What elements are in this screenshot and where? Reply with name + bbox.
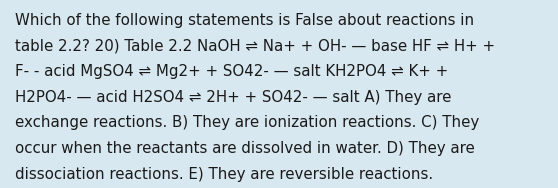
Text: table 2.2? 20) Table 2.2 NaOH ⇌ Na+ + OH- — base HF ⇌ H+ +: table 2.2? 20) Table 2.2 NaOH ⇌ Na+ + OH… — [15, 39, 495, 54]
Text: F- - acid MgSO4 ⇌ Mg2+ + SO42- — salt KH2PO4 ⇌ K+ +: F- - acid MgSO4 ⇌ Mg2+ + SO42- — salt KH… — [15, 64, 448, 79]
Text: Which of the following statements is False about reactions in: Which of the following statements is Fal… — [15, 13, 474, 28]
Text: occur when the reactants are dissolved in water. D) They are: occur when the reactants are dissolved i… — [15, 141, 475, 156]
Text: dissociation reactions. E) They are reversible reactions.: dissociation reactions. E) They are reve… — [15, 167, 433, 182]
Text: exchange reactions. B) They are ionization reactions. C) They: exchange reactions. B) They are ionizati… — [15, 115, 479, 130]
Text: H2PO4- — acid H2SO4 ⇌ 2H+ + SO42- — salt A) They are: H2PO4- — acid H2SO4 ⇌ 2H+ + SO42- — salt… — [15, 90, 451, 105]
